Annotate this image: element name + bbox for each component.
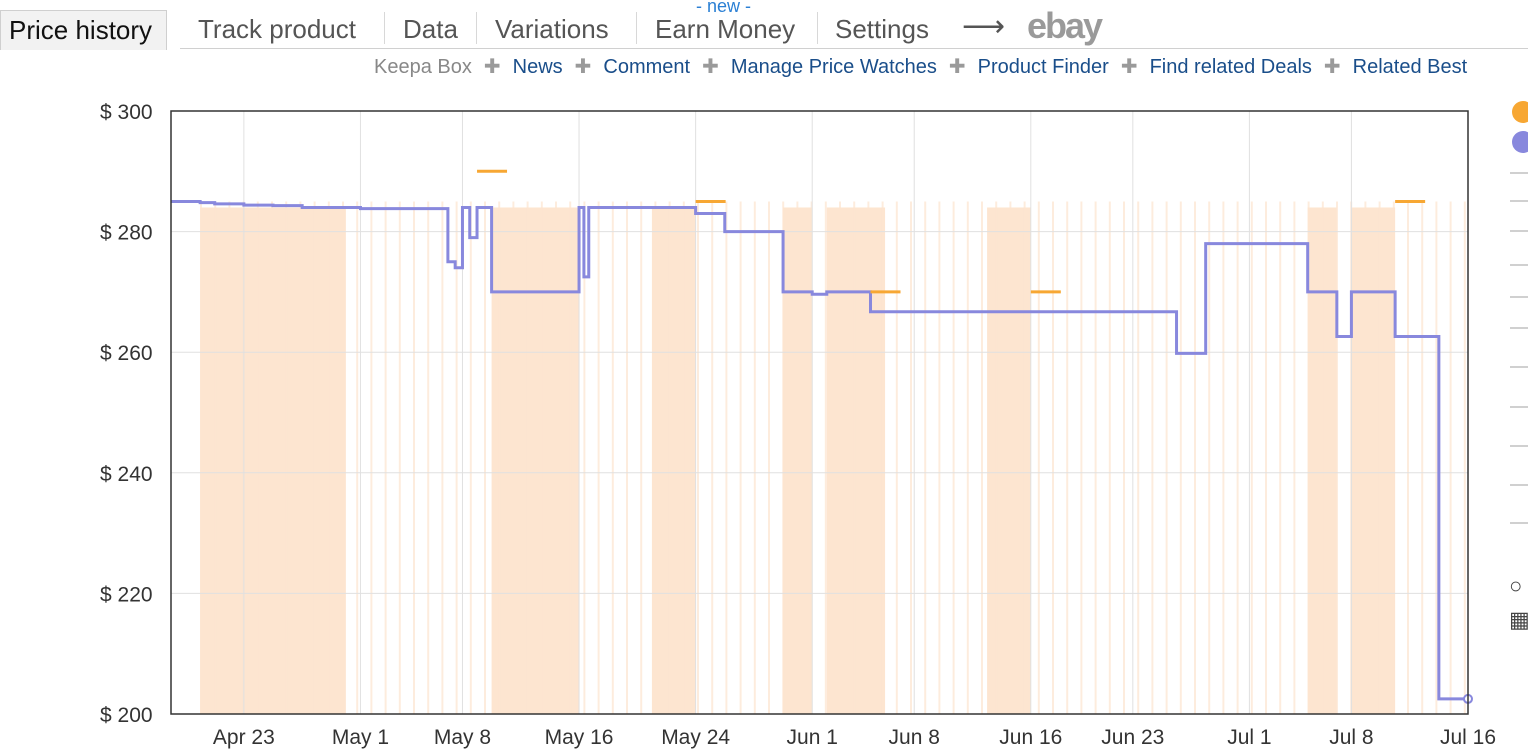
legend-amazon-dot[interactable]	[1512, 101, 1528, 123]
tab-price-history[interactable]: Price history	[0, 10, 168, 50]
x-tick-label: Jun 16	[999, 726, 1062, 749]
legend-divider	[1510, 172, 1528, 174]
x-tick-label: May 16	[545, 726, 614, 749]
grid-lines	[171, 110, 1469, 715]
availability-band	[651, 207, 696, 714]
link-comment[interactable]: Comment	[603, 56, 691, 78]
availability-band	[826, 207, 886, 714]
x-tick-label: May 1	[332, 726, 389, 749]
calendar-icon[interactable]: ▦	[1509, 607, 1528, 632]
tab-earn-money[interactable]: Earn Money	[655, 14, 796, 44]
x-tick-label: Jul 1	[1227, 726, 1271, 749]
plus-icon: ✚	[948, 56, 966, 78]
legend-divider	[1510, 445, 1528, 447]
tab-underline	[180, 48, 1528, 49]
arrow-right-icon: ⟶	[962, 10, 1006, 43]
legend-new-dot[interactable]	[1512, 131, 1528, 153]
y-tick-label: $ 300	[100, 101, 153, 124]
link-related-best[interactable]: Related Best	[1352, 56, 1468, 78]
y-tick-label: $ 200	[100, 704, 153, 727]
x-tick-label: Apr 23	[213, 726, 275, 749]
tab-track-product[interactable]: Track product	[198, 14, 356, 44]
tab-bar: Price history Track product Data Variati…	[0, 0, 1528, 50]
legend-divider	[1510, 484, 1528, 486]
legend-divider	[1510, 200, 1528, 202]
link-find-related-deals[interactable]: Find related Deals	[1149, 56, 1312, 78]
tab-data[interactable]: Data	[403, 14, 458, 44]
tab-separator	[817, 12, 818, 44]
x-tick-label: May 8	[434, 726, 491, 749]
y-tick-label: $ 240	[100, 463, 153, 486]
new-badge: - new -	[696, 0, 752, 16]
ebay-logo[interactable]: ebay	[1027, 5, 1103, 46]
new-price-line	[171, 199, 1468, 701]
legend-divider	[1510, 522, 1528, 524]
availability-band	[1351, 207, 1396, 714]
availability-band	[987, 207, 1031, 714]
link-manage-price-watches[interactable]: Manage Price Watches	[730, 56, 937, 78]
legend-divider	[1510, 264, 1528, 266]
legend-divider	[1510, 406, 1528, 408]
plus-icon: ✚	[702, 56, 719, 78]
x-tick-label: Jun 23	[1101, 726, 1164, 749]
plus-icon: ✚	[483, 56, 501, 78]
plus-icon: ✚	[1323, 56, 1341, 78]
availability-band	[200, 207, 346, 714]
x-tick-label: Jul 8	[1329, 726, 1373, 749]
x-tick-label: Jun 1	[787, 726, 838, 749]
tab-separator	[476, 12, 477, 44]
y-tick-label: $ 280	[100, 222, 153, 245]
y-tick-label: $ 260	[100, 342, 153, 365]
availability-band	[491, 207, 580, 714]
series-layer	[171, 169, 1473, 704]
tab-separator	[636, 12, 637, 44]
sub-link-bar: Keepa Box ✚ News ✚ Comment ✚ Manage Price Watc…	[374, 55, 1467, 79]
plus-icon: ✚	[1120, 56, 1138, 78]
plot-border	[170, 110, 1469, 715]
y-tick-label: $ 220	[100, 583, 153, 606]
x-tick-label: Jul 16	[1440, 726, 1496, 749]
x-tick-label: May 24	[661, 726, 730, 749]
plus-icon: ✚	[574, 56, 592, 78]
tab-variations[interactable]: Variations	[495, 14, 609, 44]
availability-fill-layer	[200, 201, 1466, 714]
legend-divider	[1510, 366, 1528, 368]
x-axis-labels: Apr 23 May 1 May 8 May 16 May 24 Jun 1 Jun 8 Ju…	[213, 726, 1496, 749]
legend-divider	[1510, 327, 1528, 329]
x-tick-label: Jun 8	[889, 726, 940, 749]
tab-separator	[384, 12, 385, 44]
link-keepa-box[interactable]: Keepa Box	[374, 56, 472, 78]
legend-divider	[1510, 230, 1528, 232]
price-history-chart[interactable]: $ 300 $ 280 $ 260 $ 240 $ 220 $ 200 Apr 23 May…	[0, 90, 1528, 752]
legend-divider	[1510, 296, 1528, 298]
zoom-icon[interactable]: ○	[1509, 573, 1523, 598]
link-product-finder[interactable]: Product Finder	[977, 56, 1109, 78]
tab-settings[interactable]: Settings	[835, 14, 929, 44]
link-news[interactable]: News	[512, 56, 563, 78]
y-axis-labels: $ 300 $ 280 $ 260 $ 240 $ 220 $ 200	[100, 101, 153, 727]
